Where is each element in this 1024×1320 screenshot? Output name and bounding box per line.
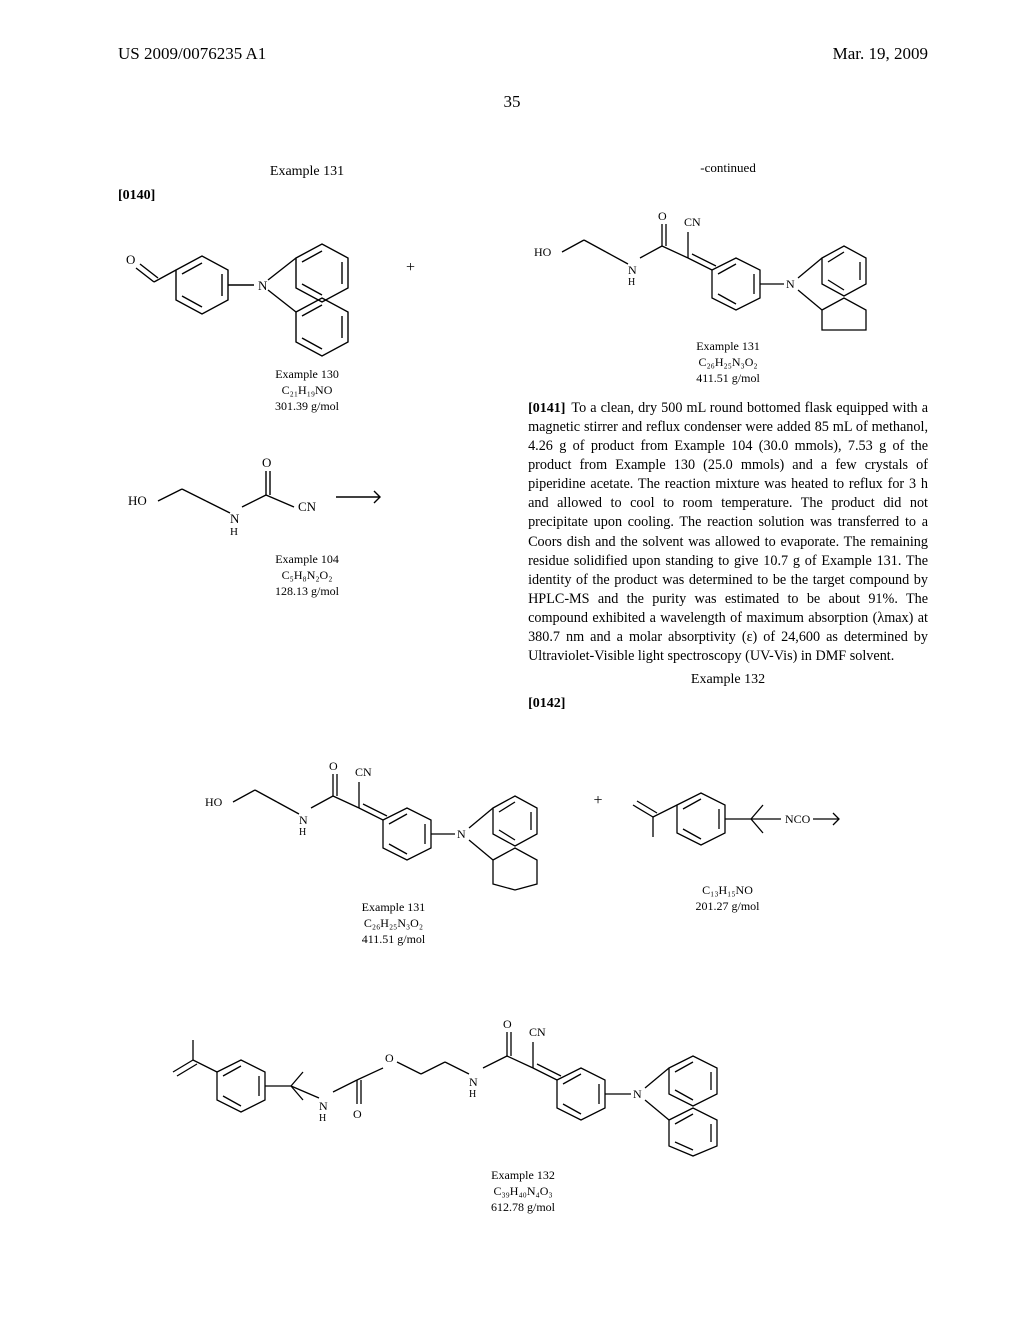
label-n-132: N <box>633 1087 642 1101</box>
label-nh-131: N <box>628 263 637 277</box>
label-n-131b: N <box>457 827 466 841</box>
paragraph-0141: [0141]To a clean, dry 500 mL round botto… <box>528 399 928 666</box>
example-132-title: Example 132 <box>528 672 928 688</box>
label-ho: HO <box>128 493 147 508</box>
caption-label-104: Example 104 <box>275 552 339 566</box>
reaction-scheme-132-reactants: HO O CN N H N Example 131 C₂₆H₂₅N₃O₂ 411… <box>118 732 928 960</box>
label-o2-132: O <box>385 1051 394 1065</box>
caption-label-131: Example 131 <box>696 339 760 353</box>
chem-structure-example-130: O N + <box>118 210 496 360</box>
label-nco: NCO <box>785 812 811 826</box>
formula-132: C₃₉H₄₀N₄O₃ <box>493 1184 552 1198</box>
label-ho-131b: HO <box>205 795 223 809</box>
caption-example-131: Example 131 C₂₆H₂₅N₃O₂ 411.51 g/mol <box>528 338 928 387</box>
formula-131b: C₂₆H₂₅N₃O₂ <box>364 916 423 930</box>
struct-131-in-scheme: HO O CN N H N Example 131 C₂₆H₂₅N₃O₂ 411… <box>203 732 583 960</box>
label-ho-131: HO <box>534 245 552 259</box>
label-o-104: O <box>262 455 271 470</box>
label-h2-132: H <box>469 1089 476 1100</box>
plus-sign-scheme: + <box>593 792 602 810</box>
caption-label-131b: Example 131 <box>362 900 426 914</box>
caption-label-132: Example 132 <box>491 1168 555 1182</box>
struct-isocyanate: NCO C₁₃H₁₅NO 201.27 g/mol <box>613 765 843 926</box>
label-nh-104: N <box>230 511 240 526</box>
plus-sign: + <box>406 259 415 276</box>
mw-131: 411.51 g/mol <box>696 371 760 385</box>
formula-104: C₅H₈N₂O₂ <box>282 568 333 582</box>
chem-structure-example-131: HO O N H CN N <box>528 182 928 332</box>
caption-label-130: Example 130 <box>275 367 339 381</box>
label-h-131: H <box>628 277 635 288</box>
publication-number: US 2009/0076235 A1 <box>118 44 266 64</box>
formula-130: C₂₁H₁₉NO <box>282 383 333 397</box>
label-nh1-132: N <box>319 1099 328 1113</box>
paragraph-0142: [0142] <box>528 696 928 712</box>
publication-date: Mar. 19, 2009 <box>833 44 928 64</box>
label-h-131b: H <box>299 827 306 838</box>
mw-131b: 411.51 g/mol <box>362 932 426 946</box>
label-o-131: O <box>658 209 667 223</box>
label-nh-131b: N <box>299 813 308 827</box>
mw-iso: 201.27 g/mol <box>696 899 760 913</box>
label-nh2-132: N <box>469 1075 478 1089</box>
caption-example-130: Example 130 C₂₁H₁₉NO 301.39 g/mol <box>118 366 496 415</box>
label-cn-131: CN <box>684 215 701 229</box>
label-cn-104: CN <box>298 499 317 514</box>
label-o-131b: O <box>329 759 338 773</box>
label-o3-132: O <box>503 1017 512 1031</box>
caption-131b: Example 131 C₂₆H₂₅N₃O₂ 411.51 g/mol <box>203 899 583 948</box>
chem-structure-example-104: HO O N H CN <box>118 445 496 545</box>
formula-iso: C₁₃H₁₅NO <box>702 883 753 897</box>
formula-131: C₂₆H₂₅N₃O₂ <box>698 355 757 369</box>
chem-structure-example-132: N H O O N H O CN N Example 132 C₃₉H₄₀N₄O… <box>118 980 928 1216</box>
continued-label: -continued <box>528 160 928 176</box>
para-num-0141: [0141] <box>528 401 565 416</box>
mw-132: 612.78 g/mol <box>491 1200 555 1214</box>
para-0141-text: To a clean, dry 500 mL round bottomed fl… <box>528 400 928 664</box>
label-h1-132: H <box>319 1113 326 1124</box>
example-131-title: Example 131 <box>118 164 496 180</box>
mw-130: 301.39 g/mol <box>275 399 339 413</box>
label-n: N <box>258 278 268 293</box>
label-o1-132: O <box>353 1107 362 1121</box>
label-o: O <box>126 252 135 267</box>
caption-example-104: Example 104 C₅H₈N₂O₂ 128.13 g/mol <box>118 551 496 600</box>
label-n-131: N <box>786 277 795 291</box>
label-h-104: H <box>230 526 238 538</box>
mw-104: 128.13 g/mol <box>275 584 339 598</box>
page-number: 35 <box>504 92 521 112</box>
label-cn-132: CN <box>529 1025 546 1039</box>
caption-isocyanate: C₁₃H₁₅NO 201.27 g/mol <box>613 882 843 914</box>
paragraph-0140: [0140] <box>118 188 496 204</box>
caption-example-132: Example 132 C₃₉H₄₀N₄O₃ 612.78 g/mol <box>118 1167 928 1216</box>
label-cn-131b: CN <box>355 765 372 779</box>
